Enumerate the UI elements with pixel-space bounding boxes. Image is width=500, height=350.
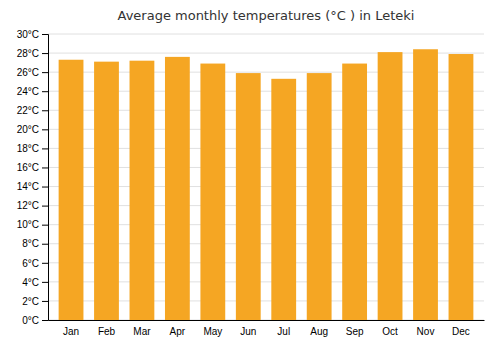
y-tick: 14°C (17, 181, 48, 192)
tick-mark (42, 129, 48, 130)
x-tick: Mar (133, 326, 151, 337)
tick-mark (42, 91, 48, 92)
tick-label: Dec (452, 326, 470, 337)
tick-label: 4°C (22, 277, 39, 288)
tick-mark (42, 72, 48, 73)
tick-label: Jun (240, 326, 256, 337)
tick-label: 0°C (22, 315, 39, 326)
y-tick: 6°C (22, 258, 48, 269)
tick-label: 18°C (17, 143, 39, 154)
tick-label: 24°C (17, 86, 39, 97)
title: Average monthly temperatures (°C ) in Le… (118, 8, 415, 23)
y-tick: 20°C (17, 124, 48, 135)
tick-label: 6°C (22, 258, 39, 269)
x-tick: May (203, 326, 222, 337)
tick-label: 22°C (17, 105, 39, 116)
tick-label: 26°C (17, 67, 39, 78)
y-axis: 0°C 2°C 4°C 6°C 8°C 10°C 12°C 14°C 16°C 18°C 20°C 2… (17, 29, 49, 326)
y-tick: 0°C (22, 315, 48, 326)
tick-mark (42, 53, 48, 54)
tick-label: Aug (310, 326, 328, 337)
tick-label: 30°C (17, 29, 39, 40)
bar (236, 73, 261, 320)
x-axis: Jan Feb Mar Apr May Jun Jul Aug Sep Oct Nov Dec (49, 321, 485, 338)
bar (449, 54, 474, 320)
x-tick: Nov (417, 326, 435, 337)
bar (94, 62, 119, 320)
tick-label: Sep (346, 326, 364, 337)
grid-line (48, 34, 484, 35)
bars (59, 49, 474, 320)
x-tick: Jun (240, 326, 256, 337)
bar (130, 61, 155, 320)
tick-mark (42, 34, 48, 35)
x-tick: Feb (98, 326, 116, 337)
bar (165, 57, 190, 320)
tick-label: May (203, 326, 222, 337)
tick-mark (42, 282, 48, 283)
x-tick: Apr (170, 326, 186, 337)
bar (413, 49, 438, 320)
bar (271, 79, 296, 320)
x-tick: Sep (346, 326, 364, 337)
bar (307, 73, 332, 320)
tick-label: Oct (382, 326, 398, 337)
tick-label: 28°C (17, 48, 39, 59)
y-tick: 2°C (22, 296, 48, 307)
tick-label: 8°C (22, 238, 39, 249)
axis-line (42, 35, 49, 321)
tick-mark (42, 187, 48, 188)
y-tick: 8°C (22, 238, 48, 249)
y-tick: 10°C (17, 219, 48, 230)
tick-label: 20°C (17, 124, 39, 135)
y-tick: 28°C (17, 48, 48, 59)
tick-label: Feb (98, 326, 116, 337)
tick-label: 10°C (17, 219, 39, 230)
tick-label: 12°C (17, 200, 39, 211)
x-tick: Aug (310, 326, 328, 337)
tick-mark (42, 148, 48, 149)
tick-mark (42, 225, 48, 226)
bar (378, 52, 403, 320)
tick-mark (42, 110, 48, 111)
x-tick: Jan (63, 326, 79, 337)
tick-mark (42, 167, 48, 168)
bar (200, 64, 225, 320)
tick-label: Mar (133, 326, 151, 337)
y-tick: 30°C (17, 29, 48, 40)
x-tick: Dec (452, 326, 470, 337)
y-tick: 22°C (17, 105, 48, 116)
tick-label: Nov (417, 326, 435, 337)
y-tick: 4°C (22, 277, 48, 288)
axis-line (49, 320, 485, 321)
tick-label: 2°C (22, 296, 39, 307)
x-tick: Oct (382, 326, 398, 337)
grid (48, 34, 484, 320)
tick-label: Jan (63, 326, 79, 337)
tick-mark (42, 263, 48, 264)
y-tick: 24°C (17, 86, 48, 97)
tick-mark (42, 320, 48, 321)
tick-mark (42, 301, 48, 302)
tick-label: Jul (277, 326, 290, 337)
tick-mark (42, 206, 48, 207)
y-tick: 16°C (17, 162, 48, 173)
plot: 0°C 2°C 4°C 6°C 8°C 10°C 12°C 14°C 16°C 18°C 20°C 2… (17, 29, 485, 337)
tick-mark (42, 244, 48, 245)
y-tick: 12°C (17, 200, 48, 211)
y-tick: 26°C (17, 67, 48, 78)
x-tick: Jul (277, 326, 290, 337)
y-tick: 18°C (17, 143, 48, 154)
chart: 0°C 2°C 4°C 6°C 8°C 10°C 12°C 14°C 16°C 18°C 20°C 2… (0, 0, 500, 350)
tick-label: 16°C (17, 162, 39, 173)
tick-label: 14°C (17, 181, 39, 192)
bar (59, 60, 84, 320)
tick-label: Apr (170, 326, 186, 337)
bar (342, 64, 367, 320)
